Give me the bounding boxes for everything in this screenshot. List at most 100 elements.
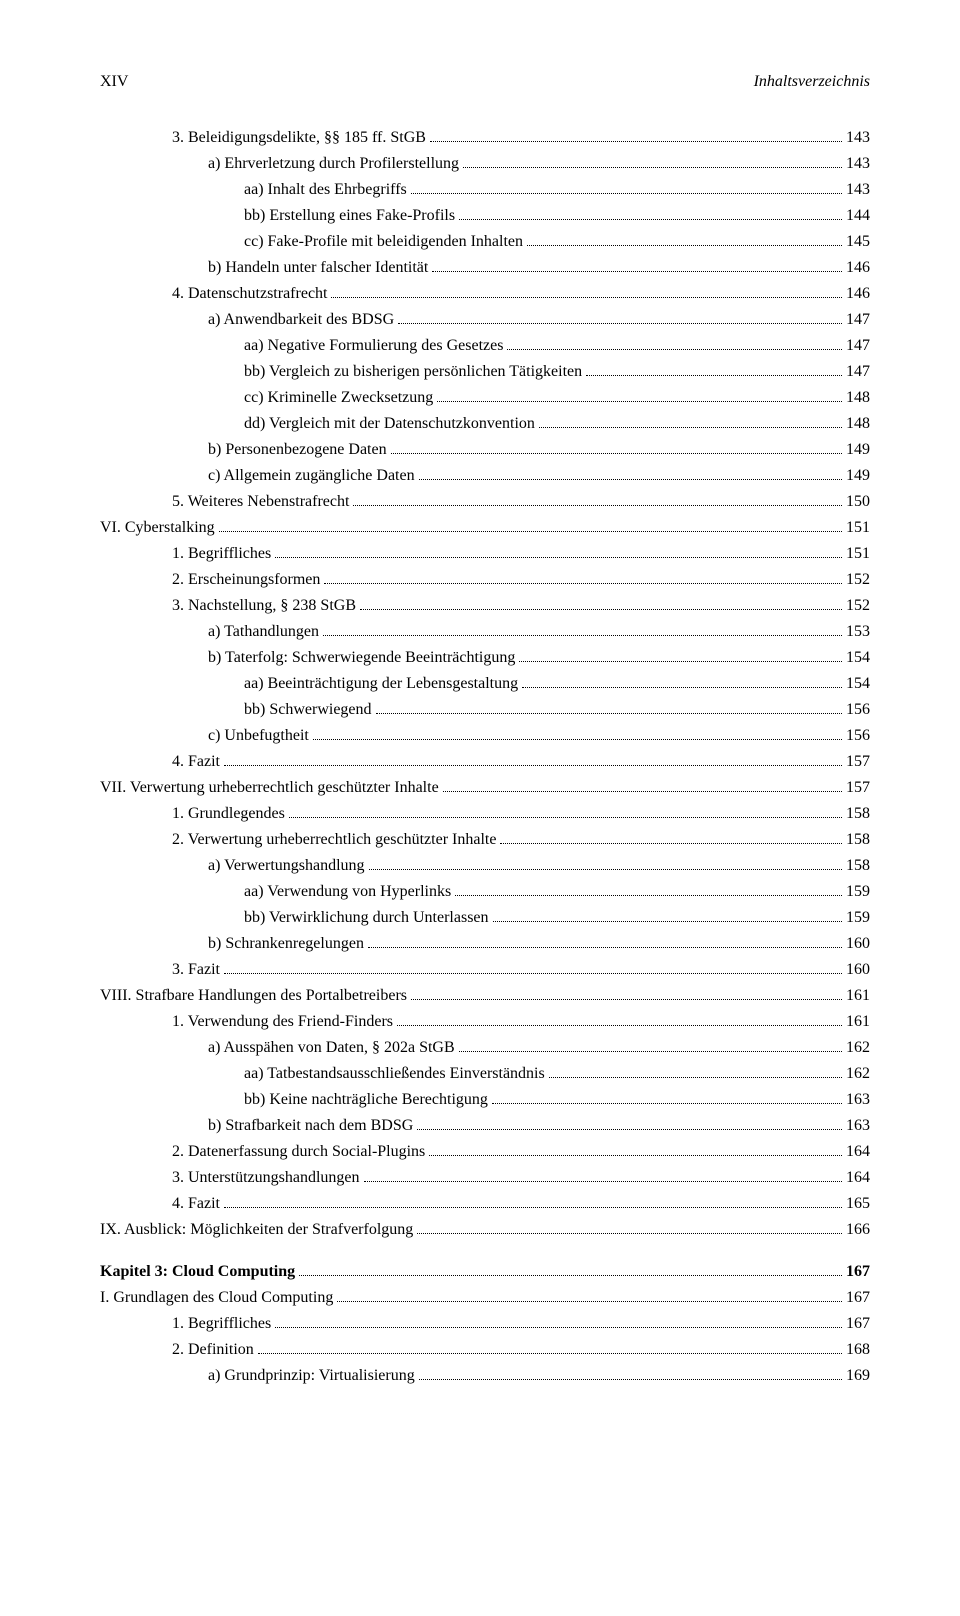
toc-leader-dots <box>507 349 842 350</box>
toc-leader-dots <box>549 1077 842 1078</box>
toc-entry: b) Schrankenregelungen160 <box>100 932 870 956</box>
toc-entry: 4. Datenschutzstrafrecht146 <box>100 282 870 306</box>
toc-entry-text: a) Ausspähen von Daten, § 202a StGB <box>208 1036 455 1060</box>
toc-entry-text: c) Unbefugtheit <box>208 724 309 748</box>
toc-leader-dots <box>289 817 842 818</box>
toc-entry: c) Unbefugtheit156 <box>100 724 870 748</box>
toc-leader-dots <box>368 947 842 948</box>
toc-entry: VI. Cyberstalking 151 <box>100 516 870 540</box>
toc-entry-page: 151 <box>846 542 870 566</box>
toc-entry-text: 4. Fazit <box>172 1192 220 1216</box>
header-title: Inhaltsverzeichnis <box>754 70 870 94</box>
toc-leader-dots <box>586 375 842 376</box>
toc-entry-page: 146 <box>846 256 870 280</box>
toc-leader-dots <box>353 505 842 506</box>
toc-entry: a) Grundprinzip: Virtualisierung169 <box>100 1364 870 1388</box>
toc-entry-page: 149 <box>846 438 870 462</box>
toc-entry-page: 153 <box>846 620 870 644</box>
toc-entry-page: 146 <box>846 282 870 306</box>
toc-entry: 5. Weiteres Nebenstrafrecht150 <box>100 490 870 514</box>
toc-leader-dots <box>455 895 842 896</box>
toc-leader-dots <box>500 843 842 844</box>
toc-entry-text: a) Anwendbarkeit des BDSG <box>208 308 394 332</box>
toc-entry-page: 145 <box>846 230 870 254</box>
toc-leader-dots <box>376 713 842 714</box>
toc-entry: 1. Verwendung des Friend-Finders161 <box>100 1010 870 1034</box>
toc-entry-page: 157 <box>846 776 870 800</box>
toc-entry-text: 3. Nachstellung, § 238 StGB <box>172 594 356 618</box>
toc-entry: 3. Unterstützungshandlungen164 <box>100 1166 870 1190</box>
toc-entry-page: 159 <box>846 880 870 904</box>
toc-entry-page: 151 <box>846 516 870 540</box>
toc-entry-page: 163 <box>846 1088 870 1112</box>
toc-entry-page: 149 <box>846 464 870 488</box>
toc-entry-text: 3. Unterstützungshandlungen <box>172 1166 360 1190</box>
toc-entry: b) Taterfolg: Schwerwiegende Beeinträcht… <box>100 646 870 670</box>
toc-entry-page: 158 <box>846 854 870 878</box>
toc-entry: aa) Inhalt des Ehrbegriffs143 <box>100 178 870 202</box>
toc-leader-dots <box>519 661 842 662</box>
toc-leader-dots <box>522 687 842 688</box>
toc-entry-page: 148 <box>846 412 870 436</box>
toc-leader-dots <box>275 1327 842 1328</box>
toc-leader-dots <box>527 245 842 246</box>
toc-entry-text: 4. Fazit <box>172 750 220 774</box>
toc-entry-page: 162 <box>846 1062 870 1086</box>
toc-entry: a) Anwendbarkeit des BDSG147 <box>100 308 870 332</box>
toc-leader-dots <box>397 1025 842 1026</box>
toc-entry: c) Allgemein zugängliche Daten 149 <box>100 464 870 488</box>
toc-leader-dots <box>219 531 842 532</box>
toc-entry: Kapitel 3: Cloud Computing 167 <box>100 1260 870 1284</box>
toc-leader-dots <box>463 167 842 168</box>
toc-entry-text: c) Allgemein zugängliche Daten <box>208 464 415 488</box>
toc-entry: bb) Schwerwiegend156 <box>100 698 870 722</box>
toc-entry: bb) Keine nachträgliche Berechtigung163 <box>100 1088 870 1112</box>
toc-entry-text: aa) Tatbestandsausschließendes Einverstä… <box>244 1062 545 1086</box>
toc-entry-page: 152 <box>846 568 870 592</box>
toc-entry-text: b) Personenbezogene Daten <box>208 438 387 462</box>
toc-entry-text: a) Tathandlungen <box>208 620 319 644</box>
toc-entry: dd) Vergleich mit der Datenschutzkonvent… <box>100 412 870 436</box>
toc-entry-text: VIII. Strafbare Handlungen des Portalbet… <box>100 984 407 1008</box>
toc-leader-dots <box>411 193 842 194</box>
toc-entry: VIII. Strafbare Handlungen des Portalbet… <box>100 984 870 1008</box>
toc-entry-text: aa) Verwendung von Hyperlinks <box>244 880 451 904</box>
toc-entry-page: 159 <box>846 906 870 930</box>
toc-leader-dots <box>459 1051 842 1052</box>
toc-entry: cc) Kriminelle Zwecksetzung148 <box>100 386 870 410</box>
toc-entry-text: Kapitel 3: Cloud Computing <box>100 1260 295 1284</box>
toc-entry-page: 167 <box>846 1260 870 1284</box>
toc-entry-page: 152 <box>846 594 870 618</box>
toc-leader-dots <box>360 609 842 610</box>
page-number-roman: XIV <box>100 70 128 94</box>
toc-entry-page: 144 <box>846 204 870 228</box>
toc-entry: VII. Verwertung urheberrechtlich geschüt… <box>100 776 870 800</box>
toc-entry-text: VI. Cyberstalking <box>100 516 215 540</box>
toc-entry: bb) Vergleich zu bisherigen persönlichen… <box>100 360 870 384</box>
toc-entry: 1. Begriffliches167 <box>100 1312 870 1336</box>
toc-entry-text: bb) Schwerwiegend <box>244 698 372 722</box>
toc-entry-text: 1. Begriffliches <box>172 1312 271 1336</box>
toc-entry-page: 147 <box>846 360 870 384</box>
toc-leader-dots <box>437 401 842 402</box>
toc-entry-text: b) Handeln unter falscher Identität <box>208 256 428 280</box>
toc-entry-page: 164 <box>846 1140 870 1164</box>
toc-leader-dots <box>299 1275 842 1276</box>
toc-entry-text: b) Schrankenregelungen <box>208 932 364 956</box>
toc-entry-text: 1. Begriffliches <box>172 542 271 566</box>
toc-entry-text: bb) Verwirklichung durch Unterlassen <box>244 906 489 930</box>
toc-entry-page: 167 <box>846 1286 870 1310</box>
toc-entry-page: 147 <box>846 334 870 358</box>
toc-leader-dots <box>419 1379 842 1380</box>
toc-entry-page: 161 <box>846 984 870 1008</box>
toc-entry: b) Handeln unter falscher Identität 146 <box>100 256 870 280</box>
toc-leader-dots <box>430 141 842 142</box>
toc-leader-dots <box>337 1301 842 1302</box>
toc-entry-page: 143 <box>846 152 870 176</box>
toc-entry-text: cc) Fake-Profile mit beleidigenden Inhal… <box>244 230 523 254</box>
toc-entry-text: bb) Erstellung eines Fake-Profils <box>244 204 455 228</box>
toc-leader-dots <box>224 1207 842 1208</box>
toc-entry: 2. Definition168 <box>100 1338 870 1362</box>
toc-entry-text: 1. Grundlegendes <box>172 802 285 826</box>
toc-leader-dots <box>493 921 842 922</box>
